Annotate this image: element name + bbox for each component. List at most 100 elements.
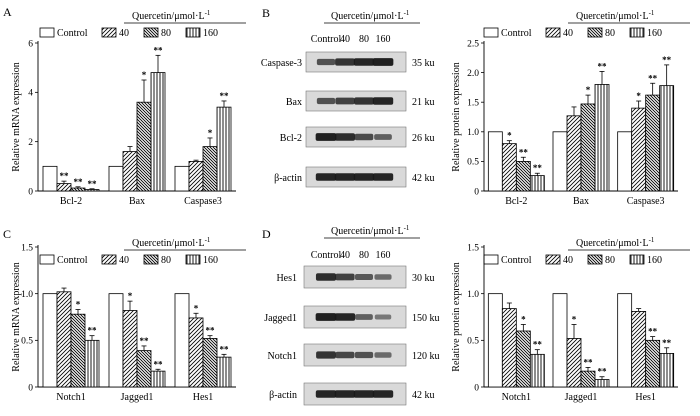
bar-jagged1-160 bbox=[150, 370, 166, 388]
y-tick-label: 0 bbox=[474, 383, 479, 393]
legend-label-40: 40 bbox=[119, 28, 129, 39]
y-tick-label: 1.5 bbox=[467, 99, 479, 109]
lane-label-control: Control bbox=[311, 250, 342, 261]
blot-band bbox=[316, 97, 336, 105]
bar-notch1-control bbox=[487, 293, 503, 388]
y-tick-label: 0.5 bbox=[467, 158, 479, 168]
blot-band bbox=[354, 97, 374, 105]
significance-mark: * bbox=[572, 314, 577, 324]
legend-title-sup: -1 bbox=[649, 9, 655, 17]
bar-caspase3-80 bbox=[202, 146, 218, 192]
legend-swatch-40 bbox=[545, 254, 561, 265]
bar-hes1-80 bbox=[645, 339, 661, 388]
significance-mark: ** bbox=[662, 338, 672, 348]
bar-notch1-80 bbox=[515, 330, 531, 388]
y-tick-label: 4 bbox=[28, 89, 33, 99]
blot-band bbox=[354, 351, 374, 359]
bar-bcl-2-40 bbox=[501, 143, 517, 192]
x-category-label: Hes1 bbox=[193, 392, 214, 403]
legend-swatch-control bbox=[39, 27, 55, 38]
significance-mark: ** bbox=[598, 367, 608, 377]
blot-title-sup: -1 bbox=[404, 224, 410, 232]
legend-title-sup: -1 bbox=[205, 236, 211, 244]
blot-band bbox=[334, 173, 356, 181]
legend-label-160: 160 bbox=[203, 255, 218, 266]
blot-size-label: 42 ku bbox=[412, 173, 435, 184]
y-tick-label: 0 bbox=[28, 383, 33, 393]
significance-mark: ** bbox=[154, 359, 164, 369]
blot-band bbox=[335, 273, 355, 281]
legend-label-160: 160 bbox=[203, 28, 218, 39]
bar-bcl-2-160 bbox=[529, 175, 545, 192]
x-category-label: Bcl-2 bbox=[60, 196, 82, 207]
lane-label-160: 160 bbox=[376, 250, 391, 261]
bar-notch1-control bbox=[42, 293, 58, 388]
blot-band bbox=[374, 134, 392, 140]
blot-size-label: 120 ku bbox=[412, 351, 440, 362]
bar-caspase3-80 bbox=[645, 94, 661, 192]
significance-mark: * bbox=[507, 131, 512, 141]
significance-mark: ** bbox=[220, 344, 230, 354]
legend-swatch-40 bbox=[545, 27, 561, 38]
panel-label: A bbox=[3, 5, 12, 19]
bar-caspase3-40 bbox=[188, 160, 204, 192]
bar-hes1-160 bbox=[659, 352, 675, 388]
blot-band bbox=[315, 173, 337, 181]
blot-band bbox=[372, 390, 394, 398]
significance-mark: ** bbox=[598, 61, 608, 71]
blot-band bbox=[335, 58, 355, 66]
legend-swatch-80 bbox=[143, 254, 159, 265]
blot-size-label: 35 ku bbox=[412, 58, 435, 69]
blot-title: Quercetin/μmol·L-1 bbox=[331, 224, 410, 237]
blot-size-label: 21 ku bbox=[412, 97, 435, 108]
legend-title: Quercetin/μmol·L-1 bbox=[132, 9, 211, 22]
lane-label-80: 80 bbox=[359, 250, 369, 261]
y-axis-label: Relative protein expression bbox=[451, 262, 462, 371]
legend-label-40: 40 bbox=[563, 255, 573, 266]
y-tick-label: 0.5 bbox=[467, 337, 479, 347]
significance-mark: ** bbox=[88, 326, 98, 336]
legend-swatch-control bbox=[483, 27, 499, 38]
blot-band bbox=[372, 97, 394, 105]
y-tick-label: 2 bbox=[28, 138, 33, 148]
blot-band bbox=[316, 351, 336, 359]
y-tick-label: 0 bbox=[28, 187, 33, 197]
bar-bax-40 bbox=[122, 151, 138, 192]
bar-bcl-2-control bbox=[42, 165, 58, 192]
x-category-label: Bcl-2 bbox=[505, 196, 527, 207]
blot-band bbox=[315, 133, 337, 141]
bar-notch1-40 bbox=[56, 291, 72, 388]
x-category-label: Notch1 bbox=[502, 392, 531, 403]
legend-title-sup: -1 bbox=[649, 236, 655, 244]
blot-band bbox=[334, 313, 356, 321]
y-tick-label: 1.0 bbox=[467, 290, 479, 300]
bar-hes1-40 bbox=[188, 317, 204, 388]
significance-mark: ** bbox=[533, 163, 543, 173]
legend-swatch-control bbox=[39, 254, 55, 265]
significance-mark: ** bbox=[648, 73, 658, 83]
bar-hes1-80 bbox=[202, 338, 218, 388]
significance-mark: * bbox=[128, 291, 133, 301]
blot-row-label: Hes1 bbox=[276, 273, 297, 284]
legend-swatch-control bbox=[483, 254, 499, 265]
bar-jagged1-control bbox=[108, 293, 124, 388]
x-category-label: Caspase3 bbox=[184, 196, 222, 207]
significance-mark: ** bbox=[74, 177, 84, 187]
panel-label: D bbox=[262, 227, 271, 241]
legend-label-160: 160 bbox=[647, 28, 662, 39]
blot-band bbox=[315, 390, 337, 398]
bar-hes1-40 bbox=[631, 310, 647, 388]
significance-mark: * bbox=[194, 303, 199, 313]
y-tick-label: 0.5 bbox=[21, 337, 33, 347]
y-tick-label: 6 bbox=[28, 39, 33, 49]
bar-bcl-2-160 bbox=[84, 189, 100, 192]
legend-swatch-160 bbox=[629, 254, 645, 265]
panel-label: C bbox=[3, 227, 11, 241]
legend-label-control: Control bbox=[57, 28, 88, 39]
x-category-label: Jagged1 bbox=[565, 392, 598, 403]
blot-band bbox=[335, 97, 355, 105]
bar-jagged1-40 bbox=[566, 338, 582, 388]
